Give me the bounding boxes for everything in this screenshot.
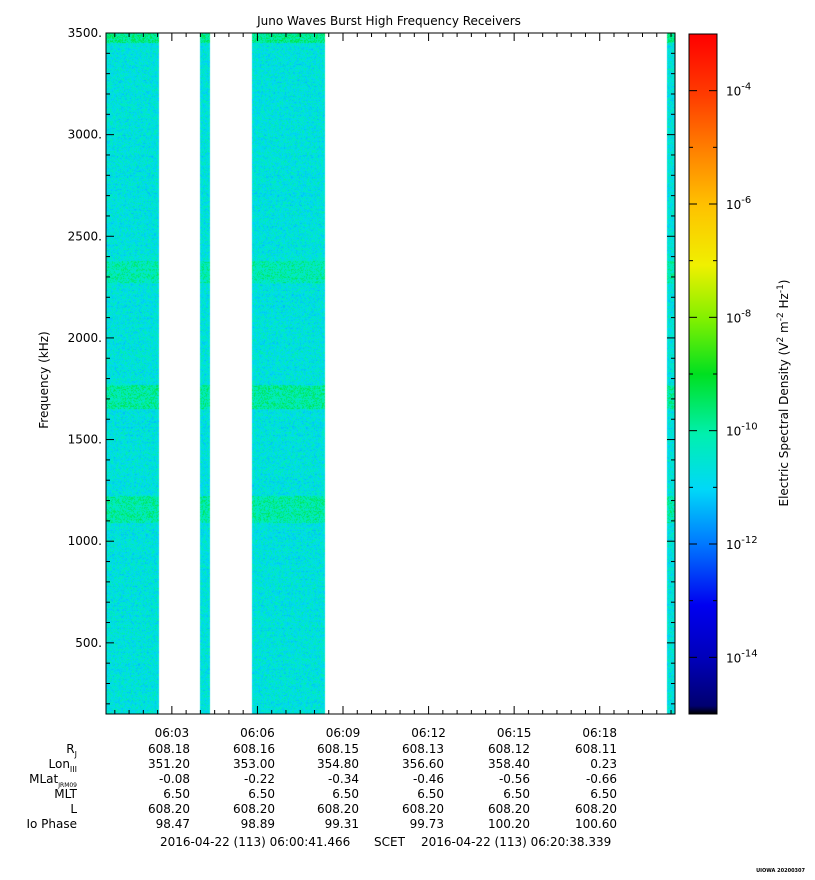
y-axis: 500. 1000. 1500. 2000. 2500. 3000. 3500. — [68, 26, 675, 705]
colorbar-tick-label: 10-14 — [726, 648, 758, 665]
ephemeris-value: 354.80 — [317, 757, 359, 771]
ephemeris-value: 608.16 — [233, 742, 275, 756]
ephemeris-value: -0.08 — [159, 772, 190, 786]
ephemeris-value: 100.20 — [488, 817, 530, 831]
ephemeris-value: 6.50 — [332, 787, 359, 801]
ephemeris-value: 100.60 — [575, 817, 617, 831]
ephemeris-value: -0.66 — [586, 772, 617, 786]
ephemeris-row-label: MLT — [54, 787, 77, 801]
x-tick-label: 06:15 — [497, 726, 532, 740]
ephemeris-row-label: Io Phase — [26, 817, 77, 831]
ephemeris-value: 6.50 — [248, 787, 275, 801]
ephemeris-value: 99.31 — [325, 817, 359, 831]
ephemeris-value: -0.22 — [244, 772, 275, 786]
y-tick-label: 1000. — [68, 534, 102, 548]
ephemeris-value: 356.60 — [402, 757, 444, 771]
colorbar-tick-label: 10-8 — [726, 308, 751, 325]
footer-stamp: UIOWA 20200307 — [756, 868, 805, 874]
x-tick-label: 06:09 — [326, 726, 361, 740]
ephemeris-row-label: RJ — [66, 742, 77, 759]
y-tick-label: 3000. — [68, 128, 102, 142]
ephemeris-value: 6.50 — [417, 787, 444, 801]
y-tick-label: 500. — [75, 636, 102, 650]
ephemeris-value: 608.12 — [488, 742, 530, 756]
ephemeris-value: 358.40 — [488, 757, 530, 771]
ephemeris-value: 353.00 — [233, 757, 275, 771]
colorbar-tick-label: 10-12 — [726, 535, 758, 552]
x-tick-label: 06:03 — [155, 726, 190, 740]
ephemeris-value: 608.18 — [148, 742, 190, 756]
ephemeris-value: 608.20 — [148, 802, 190, 816]
footer-end-time: 2016-04-22 (113) 06:20:38.339 — [421, 835, 611, 849]
x-tick-label: 06:18 — [582, 726, 617, 740]
ephemeris-value: 99.73 — [410, 817, 444, 831]
y-tick-label: 2500. — [68, 229, 102, 243]
ephemeris-value: 608.11 — [575, 742, 617, 756]
colorbar-tick-label: 10-10 — [726, 422, 758, 439]
ephemeris-value: 6.50 — [503, 787, 530, 801]
ephemeris-value: 6.50 — [590, 787, 617, 801]
colorbar-axis: 10-14 10-12 10-10 10-8 10-6 10-4 — [689, 33, 758, 715]
ephemeris-value: -0.34 — [328, 772, 359, 786]
colorbar-tick-label: 10-4 — [726, 82, 751, 99]
chart-title: Juno Waves Burst High Frequency Receiver… — [256, 14, 521, 28]
ephemeris-value: 98.47 — [156, 817, 190, 831]
spectrogram-data — [106, 33, 675, 714]
spectrogram-image — [106, 33, 675, 714]
ephemeris-value: 0.23 — [590, 757, 617, 771]
ephemeris-value: 608.20 — [575, 802, 617, 816]
colorbar — [688, 33, 718, 715]
ephemeris-value: -0.46 — [413, 772, 444, 786]
y-tick-label: 2000. — [68, 331, 102, 345]
ephemeris-value: 608.20 — [233, 802, 275, 816]
ephemeris-value: 608.20 — [488, 802, 530, 816]
ephemeris-value: 351.20 — [148, 757, 190, 771]
colorbar-tick-label: 10-6 — [726, 195, 751, 212]
ephemeris-value: 6.50 — [163, 787, 190, 801]
x-tick-label: 06:06 — [240, 726, 275, 740]
ephemeris-value: 98.89 — [241, 817, 275, 831]
ephemeris-row-label: MLatJRM09 — [29, 772, 77, 789]
footer-scet-label: SCET — [374, 835, 406, 849]
ephemeris-value: 608.20 — [402, 802, 444, 816]
y-tick-label: 1500. — [68, 433, 102, 447]
y-axis-label: Frequency (kHz) — [37, 331, 51, 428]
plot-frame — [105, 32, 676, 715]
ephemeris-values: 608.18351.20-0.086.50608.2098.47608.1635… — [148, 742, 617, 831]
ephemeris-row-label: L — [70, 802, 77, 816]
x-tick-label: 06:12 — [411, 726, 446, 740]
y-tick-label: 3500. — [68, 26, 102, 40]
ephemeris-value: 608.15 — [317, 742, 359, 756]
ephemeris-row-label: LonIII — [49, 757, 78, 774]
colorbar-label: Electric Spectral Density (V2 m-2 Hz-1) — [776, 279, 791, 506]
ephemeris-value: 608.13 — [402, 742, 444, 756]
footer-start-time: 2016-04-22 (113) 06:00:41.466 — [160, 835, 350, 849]
x-axis: 06:03 06:06 06:09 06:12 06:15 06:18 — [114, 33, 672, 740]
ephemeris-value: 608.20 — [317, 802, 359, 816]
ephemeris-value: -0.56 — [499, 772, 530, 786]
